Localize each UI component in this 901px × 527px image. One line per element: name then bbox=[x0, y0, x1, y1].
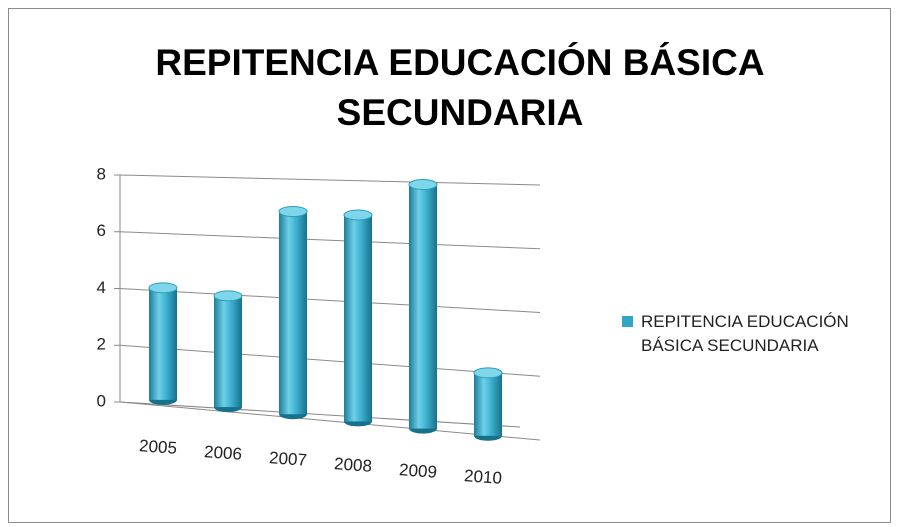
x-tick-label: 2007 bbox=[269, 448, 308, 470]
x-tick-label: 2009 bbox=[399, 460, 438, 482]
bar-top bbox=[278, 205, 308, 217]
bar bbox=[213, 290, 243, 413]
bar-body bbox=[409, 184, 437, 429]
bar-body bbox=[344, 214, 372, 422]
y-tick-label: 0 bbox=[97, 391, 106, 410]
y-tick-label: 4 bbox=[97, 278, 106, 297]
legend-label: REPITENCIA EDUCACIÓN BÁSICA SECUNDARIA bbox=[641, 312, 849, 355]
bar bbox=[408, 179, 438, 434]
bar-top bbox=[343, 209, 373, 221]
bar-top bbox=[148, 282, 178, 294]
bar-top bbox=[213, 290, 243, 302]
bar bbox=[343, 209, 373, 427]
y-tick-label: 2 bbox=[97, 335, 106, 354]
grid-line bbox=[119, 401, 541, 441]
x-tick-label: 2008 bbox=[334, 454, 373, 476]
bar-body bbox=[474, 372, 502, 436]
chart-title: REPITENCIA EDUCACIÓN BÁSICA SECUNDARIA bbox=[155, 42, 765, 133]
legend-swatch bbox=[622, 316, 633, 327]
y-tick-label: 6 bbox=[97, 221, 106, 240]
bar-top bbox=[408, 179, 438, 191]
bar bbox=[278, 205, 308, 420]
x-tick-label: 2010 bbox=[464, 466, 503, 488]
bar-body bbox=[279, 211, 307, 415]
grid-line bbox=[119, 288, 541, 313]
chart-frame bbox=[8, 8, 891, 523]
grid-line bbox=[119, 231, 541, 250]
y-tick-label: 8 bbox=[97, 164, 106, 183]
grid-line bbox=[119, 174, 541, 186]
bar-body bbox=[149, 287, 177, 400]
bar bbox=[148, 282, 178, 405]
bar bbox=[473, 367, 503, 441]
bar-body bbox=[214, 295, 242, 408]
legend: REPITENCIA EDUCACIÓN BÁSICA SECUNDARIA bbox=[622, 310, 892, 358]
x-axis bbox=[119, 401, 521, 428]
bar-top bbox=[473, 367, 503, 379]
x-tick-label: 2006 bbox=[204, 442, 243, 464]
x-tick-label: 2005 bbox=[139, 436, 178, 458]
grid-line bbox=[119, 344, 541, 377]
